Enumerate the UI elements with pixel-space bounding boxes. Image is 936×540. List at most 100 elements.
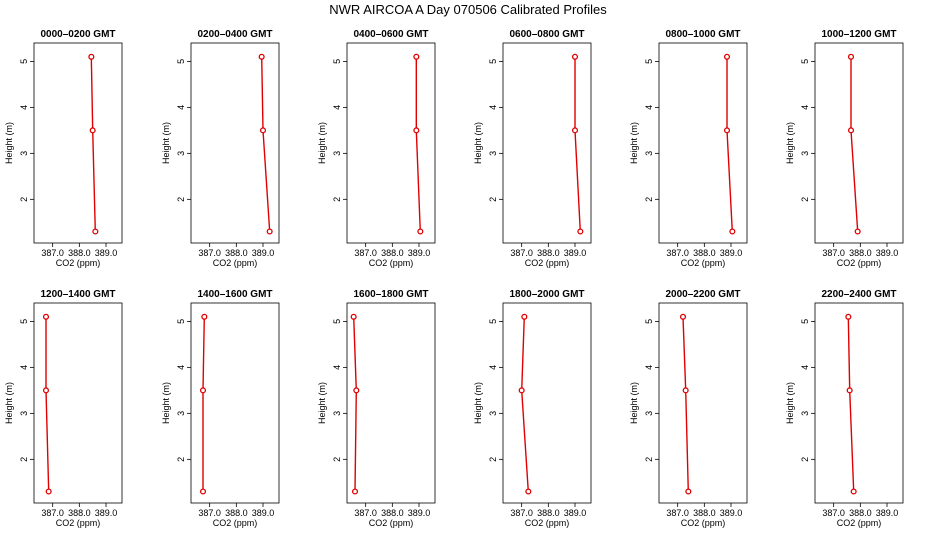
y-tick-label: 2	[176, 197, 186, 202]
profile-line	[847, 316, 855, 492]
panel-title: 0600–0800 GMT	[509, 29, 584, 40]
profile-point	[45, 488, 52, 495]
x-tick-label: 389.0	[408, 248, 431, 258]
profile-point	[199, 488, 207, 495]
profile-line	[682, 316, 689, 492]
profile-point	[571, 53, 579, 60]
y-tick-label: 5	[800, 59, 810, 64]
y-tick-label: 2	[644, 197, 654, 202]
y-tick-label: 3	[19, 411, 29, 416]
panel-title: 0400–0600 GMT	[353, 29, 428, 40]
profile-line	[90, 56, 96, 232]
y-tick-label: 5	[644, 319, 654, 324]
panel-2: 0200–0400 GMT 387.0 388.0 389.0 2 3 4 5 CO2 (ppm…	[161, 29, 280, 268]
panel-title: 2200–2400 GMT	[821, 289, 896, 300]
y-tick-label: 3	[800, 151, 810, 156]
x-tick-label: 387.0	[354, 508, 377, 518]
plot-frame	[502, 42, 592, 244]
x-tick-label: 388.0	[225, 248, 248, 258]
profile-point	[685, 488, 692, 495]
x-tick-label: 387.0	[510, 508, 533, 518]
profile-point	[266, 228, 273, 235]
profile-point	[413, 53, 420, 60]
profile-point	[201, 313, 208, 320]
x-tick-label: 387.0	[354, 248, 377, 258]
profile-point	[42, 313, 50, 320]
profile-point	[353, 387, 360, 394]
x-tick-label: 387.0	[510, 248, 533, 258]
x-tick-label: 388.0	[693, 508, 716, 518]
x-axis-label: CO2 (ppm)	[837, 258, 882, 268]
x-tick-label: 389.0	[564, 508, 587, 518]
x-tick-label: 388.0	[849, 508, 872, 518]
y-tick-label: 4	[644, 365, 654, 370]
plot-frame	[658, 42, 748, 244]
profile-point	[854, 228, 861, 235]
y-tick-label: 5	[176, 59, 186, 64]
x-axis-label: CO2 (ppm)	[837, 518, 882, 528]
y-axis-label: Height (m)	[161, 382, 171, 424]
panel-11: 2000–2200 GMT 387.0 388.0 389.0 2 3 4 5 CO2 (ppm…	[629, 289, 748, 528]
y-axis-label: Height (m)	[317, 382, 327, 424]
y-axis-label: Height (m)	[629, 382, 639, 424]
profile-line	[850, 56, 859, 232]
x-tick-label: 389.0	[564, 248, 587, 258]
x-tick-label: 388.0	[537, 508, 560, 518]
y-tick-label: 2	[644, 457, 654, 462]
y-tick-label: 3	[332, 411, 342, 416]
profile-point	[723, 53, 731, 60]
profile-point	[679, 313, 687, 320]
plot-frame	[346, 302, 436, 504]
y-tick-label: 3	[19, 151, 29, 156]
y-tick-label: 4	[176, 365, 186, 370]
y-axis-label: Height (m)	[629, 122, 639, 164]
plot-frame	[33, 42, 123, 244]
x-tick-label: 387.0	[41, 248, 64, 258]
plot-frame	[814, 302, 904, 504]
profile-line	[45, 316, 50, 492]
y-tick-label: 3	[488, 411, 498, 416]
y-tick-label: 2	[332, 197, 342, 202]
profile-point	[518, 387, 525, 394]
y-tick-label: 4	[19, 365, 29, 370]
x-axis-label: CO2 (ppm)	[369, 518, 414, 528]
profile-point	[847, 53, 855, 60]
profile-point	[571, 127, 579, 134]
x-tick-label: 387.0	[666, 508, 689, 518]
y-tick-label: 5	[19, 59, 29, 64]
y-axis-label: Height (m)	[161, 122, 171, 164]
panel-title: 1600–1800 GMT	[353, 289, 428, 300]
profile-line	[574, 56, 581, 232]
plot-frame	[658, 302, 748, 504]
x-tick-label: 387.0	[666, 248, 689, 258]
x-tick-label: 389.0	[876, 508, 899, 518]
x-axis-label: CO2 (ppm)	[213, 258, 258, 268]
profile-point	[521, 313, 528, 320]
y-tick-label: 4	[488, 105, 498, 110]
profile-line	[726, 56, 733, 232]
panel-title: 1800–2000 GMT	[509, 289, 584, 300]
y-tick-label: 5	[488, 59, 498, 64]
y-tick-label: 2	[488, 457, 498, 462]
x-tick-label: 388.0	[693, 248, 716, 258]
panel-title: 1200–1400 GMT	[40, 289, 115, 300]
profile-point	[199, 387, 207, 394]
x-tick-label: 389.0	[720, 248, 743, 258]
profile-point	[258, 53, 265, 60]
plot-frame	[33, 302, 123, 504]
panel-title: 1000–1200 GMT	[821, 29, 896, 40]
panel-7: 1200–1400 GMT 387.0 388.0 389.0 2 3 4 5 CO2 (ppm…	[4, 289, 123, 528]
y-tick-label: 5	[332, 319, 342, 324]
y-tick-label: 2	[488, 197, 498, 202]
plot-frame	[190, 302, 280, 504]
y-tick-label: 5	[176, 319, 186, 324]
y-tick-label: 3	[176, 411, 186, 416]
y-tick-label: 5	[488, 319, 498, 324]
y-tick-label: 2	[19, 457, 29, 462]
x-axis-label: CO2 (ppm)	[213, 518, 258, 528]
y-tick-label: 5	[332, 59, 342, 64]
y-tick-label: 4	[800, 365, 810, 370]
y-tick-label: 5	[19, 319, 29, 324]
profile-point	[92, 228, 99, 235]
panel-8: 1400–1600 GMT 387.0 388.0 389.0 2 3 4 5 CO2 (ppm…	[161, 289, 280, 528]
